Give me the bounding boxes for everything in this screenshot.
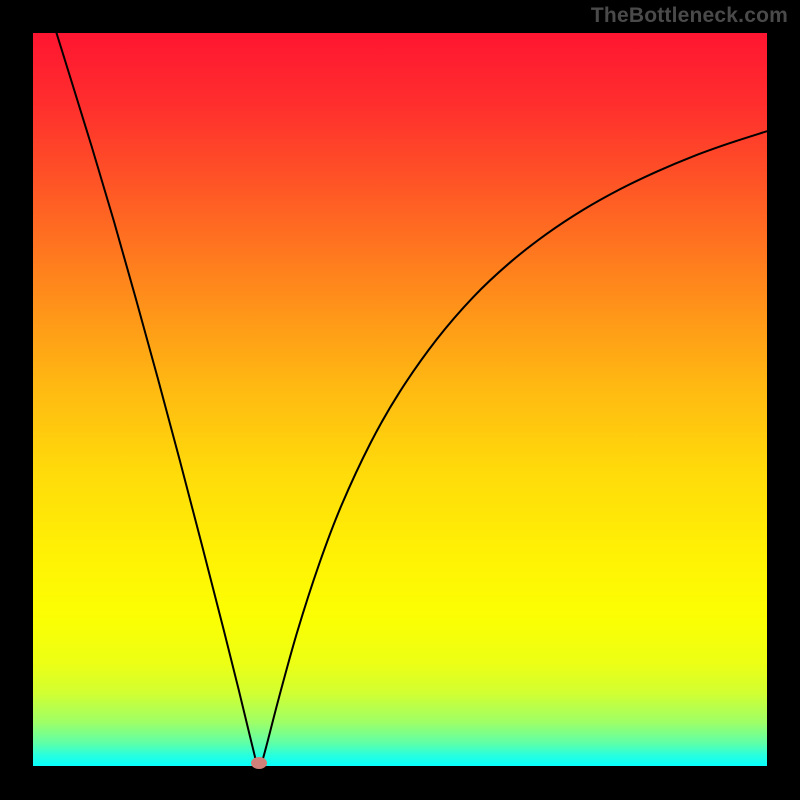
watermark-label: TheBottleneck.com [591,4,788,28]
minimum-marker [251,757,267,769]
plot-area [33,33,767,766]
gradient-background [33,33,767,766]
chart-frame: TheBottleneck.com [0,0,800,800]
